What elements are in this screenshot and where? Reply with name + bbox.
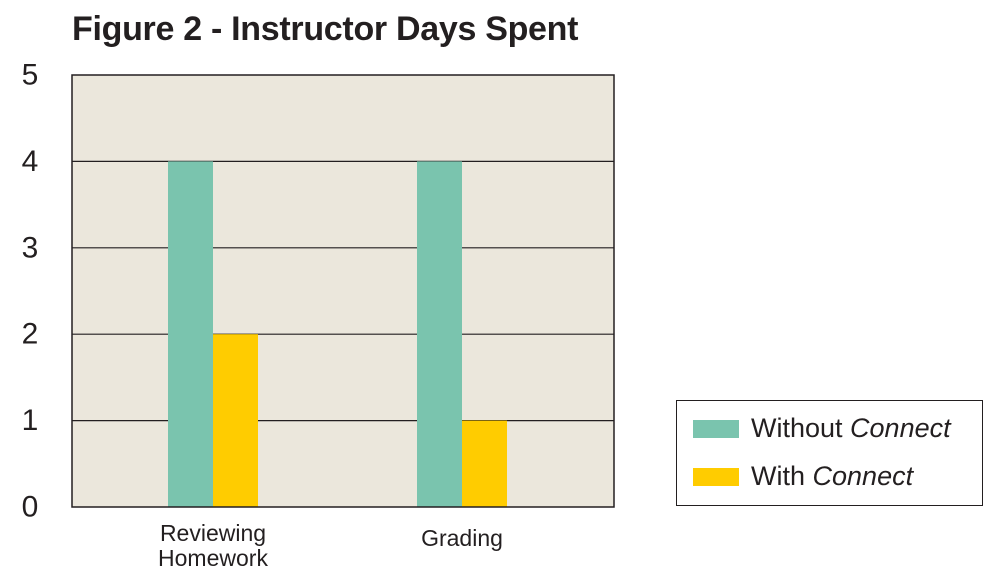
- y-tick-label: 1: [22, 404, 39, 437]
- bar-without-connect-0: [168, 161, 213, 507]
- y-axis-ticks: 0 1 2 3 4 5: [22, 59, 39, 524]
- plot-frame: [71, 74, 615, 508]
- y-tick-label: 4: [22, 145, 39, 178]
- bar-with-connect-1: [462, 420, 507, 507]
- bars: [168, 161, 507, 507]
- legend-swatch-with-connect: [693, 467, 739, 486]
- x-tick-label: Reviewing Homework: [158, 520, 268, 571]
- legend-label-with-connect: With Connect: [751, 461, 914, 491]
- bar-with-connect-0: [213, 334, 258, 507]
- x-axis-ticks: Reviewing Homework Grading: [158, 520, 503, 571]
- legend-label-without-connect: Without Connect: [751, 413, 951, 443]
- legend: Without Connect With Connect: [676, 400, 983, 506]
- legend-item-without-connect: Without Connect: [693, 413, 951, 444]
- y-tick-label: 2: [22, 318, 39, 351]
- legend-item-with-connect: With Connect: [693, 461, 913, 492]
- y-tick-label: 5: [22, 59, 39, 92]
- legend-swatch-without-connect: [693, 419, 739, 438]
- chart-title: Figure 2 - Instructor Days Spent: [72, 10, 579, 48]
- x-tick-label: Grading: [421, 525, 503, 551]
- grid-lines: [72, 160, 614, 422]
- y-tick-label: 0: [22, 491, 39, 524]
- y-tick-label: 3: [22, 231, 39, 264]
- bar-without-connect-1: [417, 161, 462, 507]
- plot-area: [72, 75, 614, 507]
